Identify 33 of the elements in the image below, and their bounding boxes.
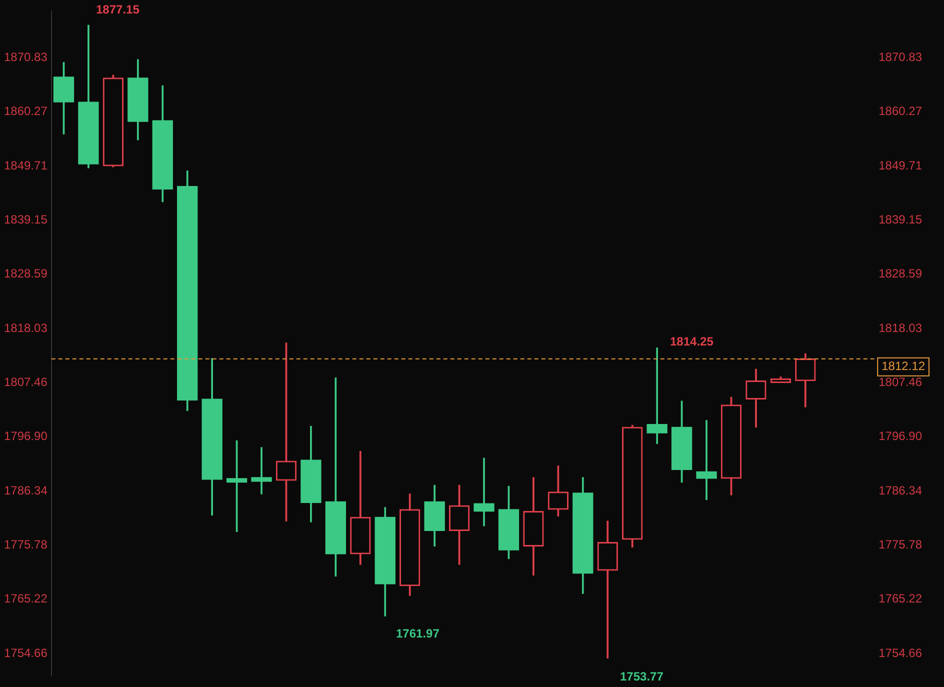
y2-tick-label: 1818.03 <box>878 320 922 335</box>
y-tick-label: 1796.90 <box>4 429 48 444</box>
annotation: 1877.15 <box>96 2 140 16</box>
y-tick-label: 1870.83 <box>4 50 48 64</box>
y-tick-label: 1754.66 <box>4 646 48 660</box>
y2-tick-label: 1807.46 <box>878 375 922 390</box>
y2-tick-label: 1796.90 <box>878 429 922 444</box>
y-tick-label: 1807.46 <box>4 375 48 390</box>
y2-tick-label: 1860.27 <box>878 104 922 118</box>
y-tick-label: 1828.59 <box>4 266 48 281</box>
y-tick-label: 1818.03 <box>4 320 48 335</box>
y-tick-label: 1849.71 <box>4 158 48 172</box>
candlestick <box>251 447 272 494</box>
annotation: 1753.77 <box>620 669 664 684</box>
y2-tick-label: 1849.71 <box>878 158 922 172</box>
y-tick-label: 1765.22 <box>4 592 48 606</box>
annotation: 1761.97 <box>396 626 440 640</box>
y2-tick-label: 1775.78 <box>878 538 922 552</box>
y-tick-label: 1775.78 <box>4 538 48 552</box>
y-tick-label: 1860.27 <box>4 104 48 118</box>
candlestick <box>474 458 494 526</box>
y2-tick-label: 1765.22 <box>878 592 922 606</box>
y2-tick-label: 1786.34 <box>878 483 922 498</box>
candlestick <box>696 420 717 500</box>
y2-tick-label: 1754.66 <box>878 646 922 660</box>
y2-tick-label: 1839.15 <box>878 212 922 226</box>
y2-tick-label: 1870.83 <box>878 50 922 64</box>
y-tick-label: 1786.34 <box>4 483 48 498</box>
ref-line-label: 1812.12 <box>882 359 926 374</box>
y-tick-label: 1839.15 <box>4 212 48 226</box>
y2-tick-label: 1828.59 <box>878 266 922 281</box>
annotation: 1814.25 <box>670 334 714 348</box>
candlestick <box>646 348 668 444</box>
